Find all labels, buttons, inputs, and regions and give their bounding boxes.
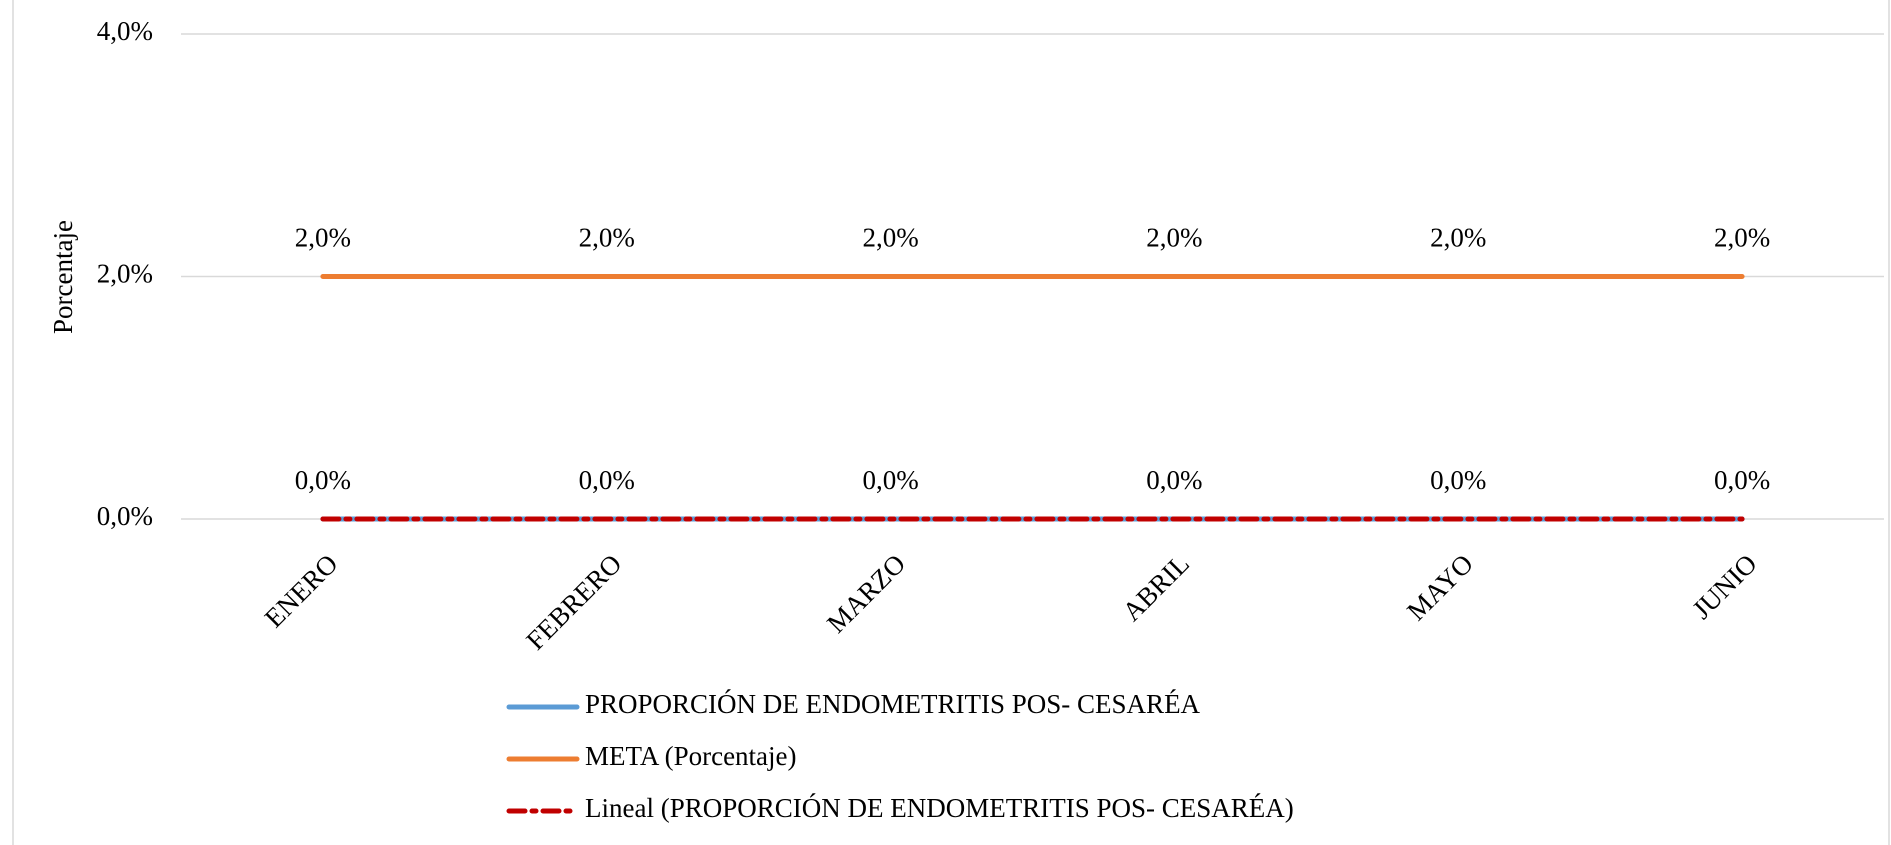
data-label: 0,0%	[1714, 465, 1770, 495]
data-label: 2,0%	[295, 223, 351, 253]
data-label: 0,0%	[579, 465, 635, 495]
x-tick-label: JUNIO	[1686, 548, 1762, 624]
data-label: 0,0%	[295, 465, 351, 495]
data-label: 2,0%	[862, 223, 918, 253]
y-tick-label: 2,0%	[97, 259, 153, 289]
legend-label: Lineal (PROPORCIÓN DE ENDOMETRITIS POS- …	[585, 793, 1294, 823]
data-label: 2,0%	[1146, 223, 1202, 253]
x-tick-label: MARZO	[821, 548, 911, 638]
data-label: 0,0%	[1430, 465, 1486, 495]
y-axis-title: Porcentaje	[48, 220, 78, 334]
x-tick-label: MAYO	[1401, 548, 1479, 626]
legend-label: META (Porcentaje)	[585, 741, 797, 771]
data-label: 0,0%	[862, 465, 918, 495]
y-tick-label: 4,0%	[97, 16, 153, 46]
data-label: 2,0%	[1430, 223, 1486, 253]
data-label: 2,0%	[1714, 223, 1770, 253]
legend-label: PROPORCIÓN DE ENDOMETRITIS POS- CESARÉA	[585, 689, 1201, 719]
data-label: 2,0%	[579, 223, 635, 253]
x-tick-label: ABRIL	[1117, 548, 1195, 626]
x-tick-label: FEBRERO	[520, 548, 627, 655]
data-label: 0,0%	[1146, 465, 1202, 495]
y-tick-label: 0,0%	[97, 501, 153, 531]
x-tick-label: ENERO	[259, 548, 344, 633]
